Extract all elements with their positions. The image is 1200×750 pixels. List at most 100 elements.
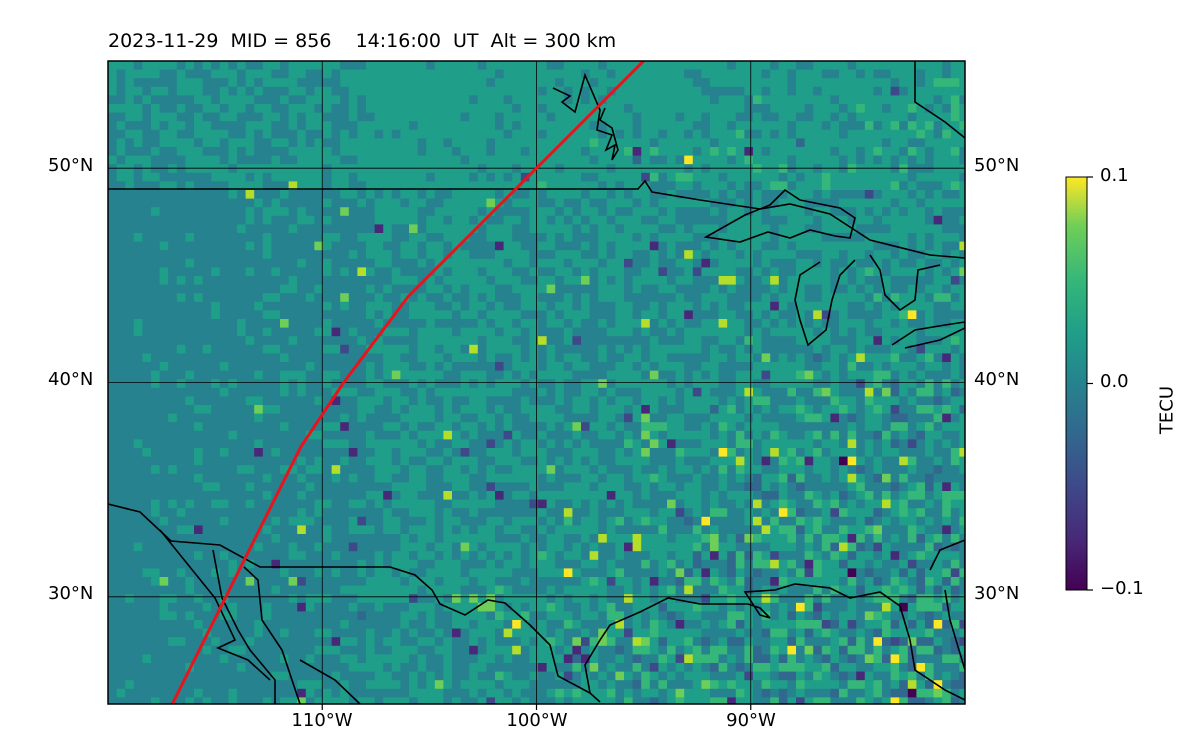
tec-cell: [133, 181, 143, 191]
tec-cell: [108, 370, 118, 380]
tec-cell: [409, 370, 419, 380]
tec-cell: [950, 207, 960, 217]
tec-cell: [882, 147, 892, 157]
tec-cell: [340, 258, 350, 268]
tec-cell: [649, 250, 659, 260]
tec-cell: [727, 181, 737, 191]
tec-cell: [288, 430, 298, 440]
tec-cell: [942, 370, 952, 380]
tec-cell: [409, 430, 419, 440]
tec-cell: [598, 198, 608, 208]
tec-cell: [787, 370, 797, 380]
tec-cell: [168, 422, 178, 432]
tec-cell: [873, 121, 883, 131]
tec-cell: [503, 233, 513, 243]
tec-cell: [675, 353, 685, 363]
tec-cell: [624, 207, 634, 217]
tec-cell: [546, 129, 556, 139]
tec-cell: [882, 482, 892, 492]
tec-cell: [916, 456, 926, 466]
tec-cell: [649, 215, 659, 225]
tec-cell: [615, 250, 625, 260]
tec-cell: [159, 379, 169, 389]
tec-cell: [813, 405, 823, 415]
tec-cell: [839, 319, 849, 329]
tec-cell: [950, 61, 960, 71]
tec-cell: [271, 422, 281, 432]
tec-cell: [864, 387, 874, 397]
tec-cell: [959, 95, 965, 105]
tec-cell: [477, 250, 487, 260]
tec-cell: [916, 241, 926, 251]
tec-cell: [314, 112, 324, 122]
tec-cell: [314, 198, 324, 208]
tec-cell: [211, 172, 221, 182]
tec-cell: [856, 362, 866, 372]
tec-cell: [400, 164, 410, 174]
tec-cell: [615, 465, 625, 475]
tec-cell: [417, 181, 427, 191]
tec-cell: [185, 456, 195, 466]
tec-cell: [675, 396, 685, 406]
tec-cell: [882, 396, 892, 406]
tec-cell: [563, 456, 573, 466]
tec-cell: [262, 233, 272, 243]
tec-cell: [907, 293, 917, 303]
tec-cell: [942, 319, 952, 329]
tec-cell: [753, 112, 763, 122]
tec-cell: [228, 336, 238, 346]
tec-cell: [503, 379, 513, 389]
tec-cell: [237, 172, 247, 182]
tec-cell: [710, 267, 720, 277]
tec-cell: [262, 293, 272, 303]
tec-cell: [366, 336, 376, 346]
tec-cell: [864, 250, 874, 260]
tec-cell: [598, 465, 608, 475]
tec-cell: [658, 181, 668, 191]
tec-cell: [899, 121, 909, 131]
tec-cell: [108, 284, 118, 294]
tec-cell: [684, 353, 694, 363]
tec-cell: [692, 164, 702, 174]
tec-cell: [950, 293, 960, 303]
tec-cell: [194, 413, 204, 423]
tec-cell: [787, 422, 797, 432]
tec-cell: [348, 61, 358, 71]
tec-cell: [907, 129, 917, 139]
tec-cell: [882, 301, 892, 311]
tec-cell: [168, 456, 178, 466]
tec-cell: [288, 78, 298, 88]
tec-cell: [770, 327, 780, 337]
tec-cell: [839, 310, 849, 320]
tec-cell: [417, 379, 427, 389]
tec-cell: [288, 310, 298, 320]
tec-cell: [830, 207, 840, 217]
tec-cell: [839, 344, 849, 354]
tec-cell: [202, 121, 212, 131]
tec-cell: [675, 138, 685, 148]
tec-cell: [606, 396, 616, 406]
tec-cell: [727, 233, 737, 243]
tec-cell: [237, 439, 247, 449]
tec-cell: [933, 413, 943, 423]
tec-cell: [916, 439, 926, 449]
tec-cell: [804, 310, 814, 320]
tec-cell: [873, 250, 883, 260]
tec-cell: [710, 344, 720, 354]
tec-cell: [271, 370, 281, 380]
tec-cell: [133, 336, 143, 346]
tec-cell: [727, 336, 737, 346]
tec-cell: [202, 104, 212, 114]
tec-cell: [847, 336, 857, 346]
tec-cell: [864, 241, 874, 251]
tec-cell: [271, 276, 281, 286]
tec-cell: [753, 224, 763, 234]
tec-cell: [271, 473, 281, 483]
tec-cell: [469, 439, 479, 449]
tec-cell: [581, 86, 591, 96]
tec-cell: [297, 405, 307, 415]
tec-cell: [658, 104, 668, 114]
tec-cell: [400, 61, 410, 71]
tec-cell: [882, 241, 892, 251]
tec-cell: [761, 258, 771, 268]
